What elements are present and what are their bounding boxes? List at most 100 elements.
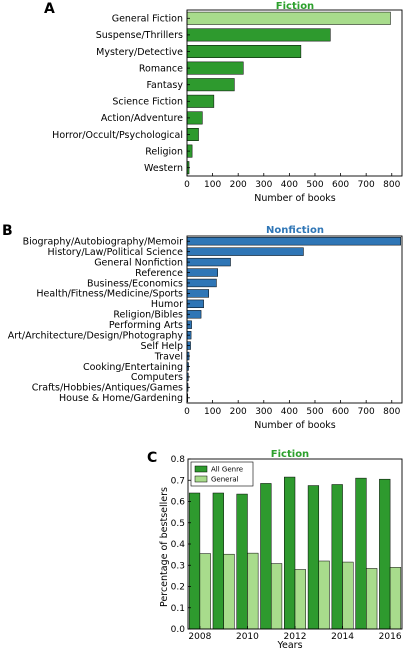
- panel-c-bar-all-genre: [236, 493, 248, 630]
- panel-c-legend-swatch: [194, 475, 208, 483]
- panel-c-legend: All Genre General: [190, 461, 254, 487]
- panel-b-category-label: Religion/Bibles: [113, 310, 183, 321]
- panel-c-legend-swatch: [194, 465, 208, 473]
- panel-c-ytick-label: 0.8: [171, 455, 186, 465]
- panel-c-xtick-label: 2012: [284, 632, 307, 642]
- panel-b-category-label: Biography/Autobiography/Memoir: [23, 237, 184, 248]
- panel-b-title: Nonfiction: [266, 225, 324, 236]
- panel-c-bar-all-genre: [379, 478, 391, 630]
- panel-c-title: Fiction: [271, 449, 309, 460]
- panel-a-category-label: General Fiction: [112, 14, 183, 25]
- panel-b-xtick-label: 300: [255, 407, 272, 417]
- panel-c-xtick-label: 2008: [188, 632, 211, 642]
- panel-b-category-label: Self Help: [140, 341, 183, 352]
- panel-a-xtick-label: 600: [332, 180, 349, 190]
- panel-c-bar-all-genre: [260, 483, 272, 630]
- panel-a-bar: [186, 28, 331, 42]
- panel-a-xtick-label: 300: [255, 180, 272, 190]
- panel-a-category-label: Action/Adventure: [101, 113, 183, 124]
- panel-c-ytick-label: 0.3: [171, 561, 185, 571]
- panel-c-label: C: [147, 450, 157, 466]
- panel-c-xtick-label: 2010: [236, 632, 259, 642]
- panel-a-xtick-label: 400: [281, 180, 298, 190]
- panel-b-category-label: Cooking/Entertaining: [83, 362, 183, 373]
- panel-b-category-label: Art/Architecture/Design/Photography: [8, 330, 184, 341]
- panel-a-category-label: Romance: [139, 63, 183, 74]
- panel-a-category-label: Science Fiction: [112, 97, 183, 108]
- panel-c-ytick-label: 0.0: [171, 625, 186, 635]
- panel-b-bar: [186, 257, 231, 267]
- panel-c-bar-all-genre: [307, 485, 320, 630]
- panel-a-plot-frame: [186, 9, 403, 177]
- panel-b-bar: [186, 237, 401, 246]
- panel-c-xlabel: Years: [276, 640, 302, 651]
- panel-c-bar-general: [294, 569, 306, 630]
- panel-a-xlabel: Number of books: [254, 193, 336, 204]
- panel-c-chart: C Fiction 2008 2010 2012 2014 2016 0.0 0.1 0.2 0…: [147, 449, 403, 651]
- panel-a-xtick-label: 200: [230, 180, 247, 190]
- panel-b-category-label: Humor: [151, 299, 183, 310]
- panel-b-xtick-label: 200: [230, 407, 247, 417]
- panel-a-xtick-label: 800: [383, 180, 400, 190]
- panel-c-bar-general: [199, 553, 211, 630]
- panel-c-bar-general: [270, 563, 283, 630]
- panel-b-bar: [186, 289, 210, 298]
- panel-a-bar: [186, 45, 302, 58]
- panel-c-bar-general: [366, 568, 378, 630]
- panel-a-category-label: Religion: [145, 146, 183, 157]
- panel-a-xtick-label: 700: [358, 180, 375, 190]
- panel-b-category-label: Reference: [135, 268, 183, 279]
- panel-c-bar-general: [247, 552, 259, 630]
- panel-c-bar-general: [223, 553, 235, 630]
- panel-b-chart: B Nonfiction Biography/Autobiography/Mem…: [2, 223, 403, 431]
- panel-b-xtick-label: 100: [204, 407, 221, 417]
- panel-c-ytick-label: 0.2: [171, 583, 185, 593]
- panel-a-bar: [186, 61, 244, 75]
- panel-c-bar-all-genre: [188, 492, 201, 630]
- panel-a-category-label: Fantasy: [146, 80, 183, 91]
- panel-b-bar: [186, 278, 217, 288]
- panel-c-bar-general: [389, 567, 402, 630]
- panel-b-category-label: Health/Fitness/Medicine/Sports: [36, 289, 183, 300]
- panel-c-bar-all-genre: [284, 476, 296, 630]
- panel-a-xtick-label: 500: [306, 180, 323, 190]
- panel-c-xtick-label: 2016: [379, 632, 402, 642]
- panel-a-category-label: Mystery/Detective: [96, 47, 183, 58]
- panel-b-xtick-label: 700: [358, 407, 375, 417]
- panel-b-xlabel: Number of books: [254, 420, 336, 431]
- panel-b-category-label: Performing Arts: [109, 320, 183, 331]
- panel-a-bar: [186, 94, 215, 108]
- panel-c-bar-all-genre: [355, 477, 367, 630]
- panel-a-bar: [186, 11, 391, 25]
- panel-c-bar-all-genre: [212, 492, 224, 630]
- panel-c-ytick-label: 0.1: [171, 604, 185, 614]
- panel-a-xtick-label: 100: [204, 180, 221, 190]
- panel-b-bar: [186, 247, 304, 256]
- panel-a-category-label: Suspense/Thrillers: [96, 30, 183, 41]
- panel-b-plot-frame: [186, 235, 403, 404]
- panel-a-label: A: [44, 1, 55, 17]
- panel-c-bar-general: [342, 561, 354, 630]
- panel-a-bar: [186, 78, 235, 92]
- panel-a-category-label: Western: [144, 163, 183, 174]
- panel-c-ytick-label: 0.5: [171, 519, 185, 529]
- panel-b-category-label: General Nonfiction: [94, 257, 183, 268]
- panel-b-category-label: Business/Economics: [87, 278, 183, 289]
- panel-a-title: Fiction: [276, 1, 314, 12]
- panel-c-ytick-label: 0.7: [171, 476, 185, 486]
- panel-c-ytick-label: 0.6: [171, 498, 186, 508]
- panel-b-xtick-label: 600: [332, 407, 349, 417]
- panel-b-category-label: Crafts/Hobbies/Antiques/Games: [32, 383, 183, 394]
- panel-c-legend-label: General: [211, 476, 239, 484]
- panel-c-legend-label: All Genre: [211, 466, 243, 474]
- panel-b-category-label: House & Home/Gardening: [59, 393, 183, 404]
- panel-a-chart: A Fiction General Fiction Suspense/Thrill…: [44, 1, 403, 204]
- panel-b-xtick-label: 800: [383, 407, 400, 417]
- panel-b-xtick-label: 400: [281, 407, 298, 417]
- panel-b-bar: [186, 268, 218, 277]
- panel-c-bar-general: [318, 560, 330, 630]
- panel-c-bar-all-genre: [331, 484, 343, 630]
- panel-c-xtick-label: 2014: [331, 632, 354, 642]
- panel-b-category-label: Computers: [131, 372, 183, 383]
- panel-b-label: B: [2, 223, 13, 239]
